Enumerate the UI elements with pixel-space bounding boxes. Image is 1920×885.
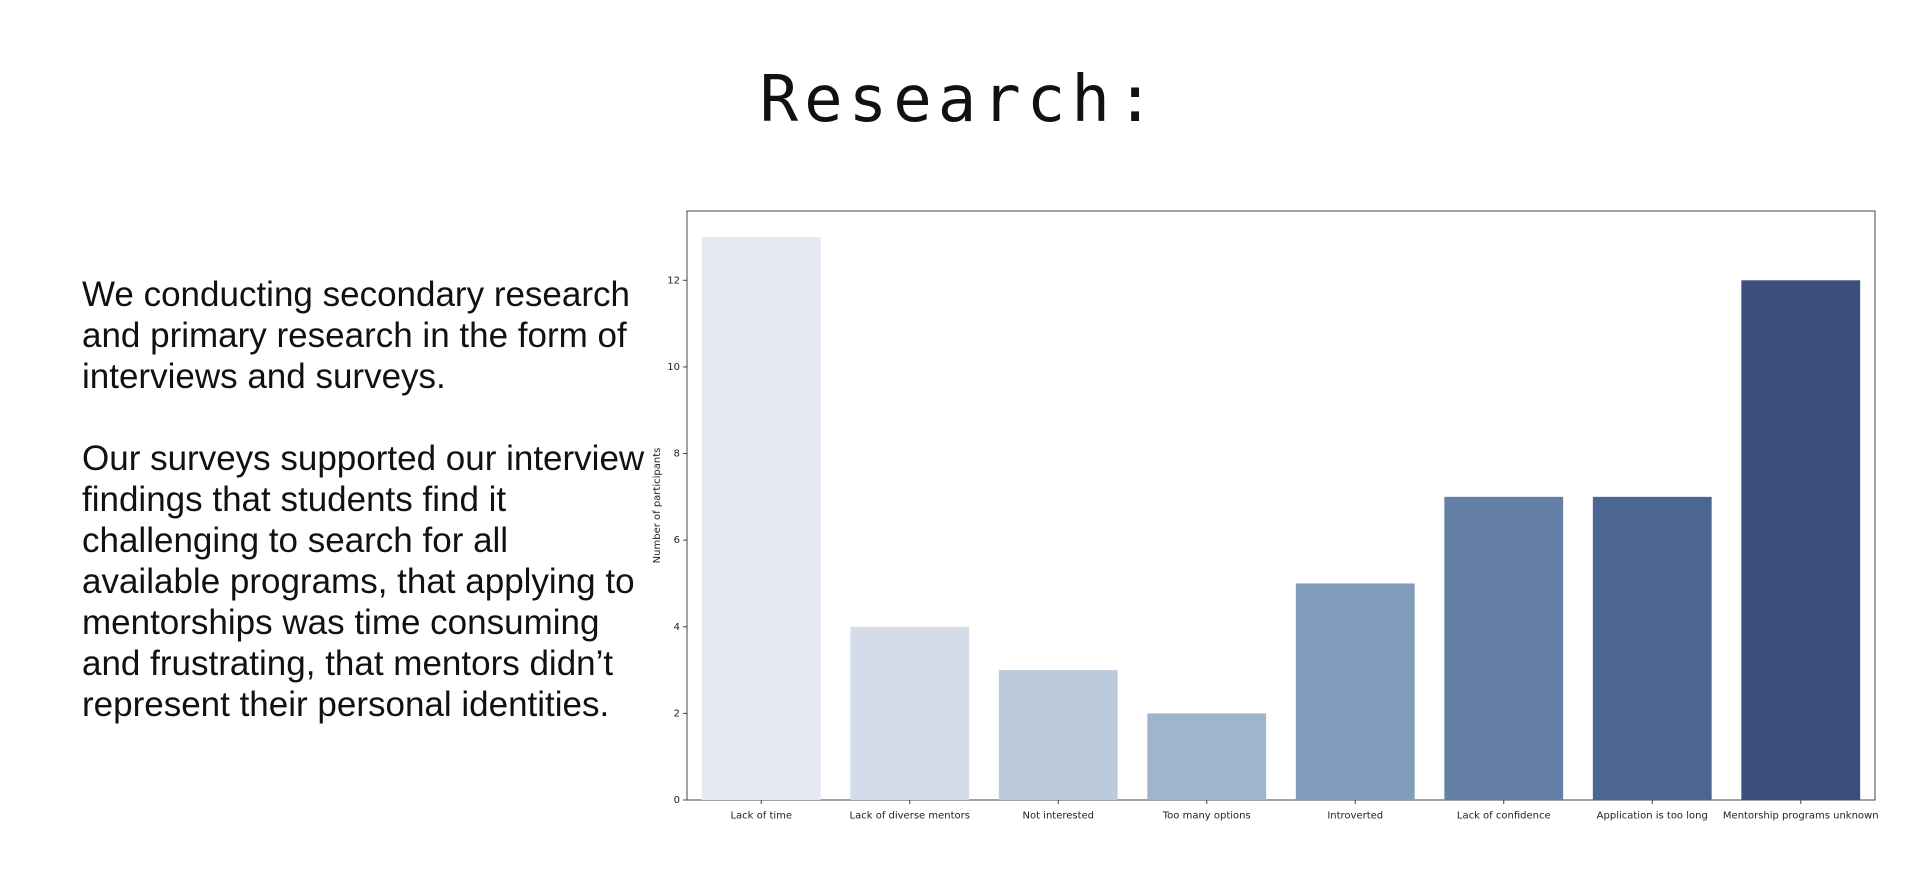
bar-4: [1295, 583, 1415, 800]
y-tick-label-4: 8: [674, 449, 680, 460]
bar-1: [850, 626, 970, 800]
x-tick-label-7: Mentorship programs unknown: [1723, 810, 1879, 821]
paragraph-research-methods: We conducting secondary research and pri…: [82, 275, 630, 396]
y-tick-label-6: 12: [667, 275, 680, 286]
y-axis-label: Number of participants: [652, 448, 663, 564]
paragraph-survey-findings: Our surveys supported our interview find…: [82, 439, 645, 724]
y-tick-label-5: 10: [667, 362, 680, 373]
bar-7: [1741, 280, 1861, 800]
bar-chart: 0 2 4 6 8 10 12 Lack of time Lack of diverse me…: [652, 210, 1879, 821]
bar-0: [701, 236, 821, 801]
bar-chart-container: 0 2 4 6 8 10 12 Lack of time Lack of diverse me…: [650, 200, 1890, 830]
y-tick-label-2: 4: [674, 622, 680, 633]
y-tick-label-1: 2: [674, 708, 680, 719]
x-tick-label-3: Too many options: [1162, 810, 1251, 821]
x-tick-label-1: Lack of diverse mentors: [850, 810, 970, 821]
x-tick-label-0: Lack of time: [730, 810, 792, 821]
bars-layer: [701, 236, 1861, 801]
bar-3: [1147, 713, 1267, 800]
bar-2: [998, 670, 1118, 800]
y-axis-ticks: 0 2 4 6 8 10 12: [667, 275, 687, 806]
x-tick-label-4: Introverted: [1327, 810, 1383, 821]
y-tick-label-0: 0: [674, 795, 680, 806]
bar-6: [1592, 496, 1712, 800]
y-tick-label-3: 6: [674, 535, 680, 546]
x-tick-label-6: Application is too long: [1597, 810, 1708, 821]
slide-body-text: We conducting secondary research and pri…: [82, 274, 652, 766]
slide-title: Research:: [759, 63, 1161, 137]
x-tick-label-2: Not interested: [1022, 810, 1094, 821]
x-tick-label-5: Lack of confidence: [1457, 810, 1551, 821]
x-axis-ticks: Lack of time Lack of diverse mentors Not i…: [730, 800, 1879, 821]
bar-5: [1444, 496, 1564, 800]
plot-frame: [686, 210, 1876, 801]
